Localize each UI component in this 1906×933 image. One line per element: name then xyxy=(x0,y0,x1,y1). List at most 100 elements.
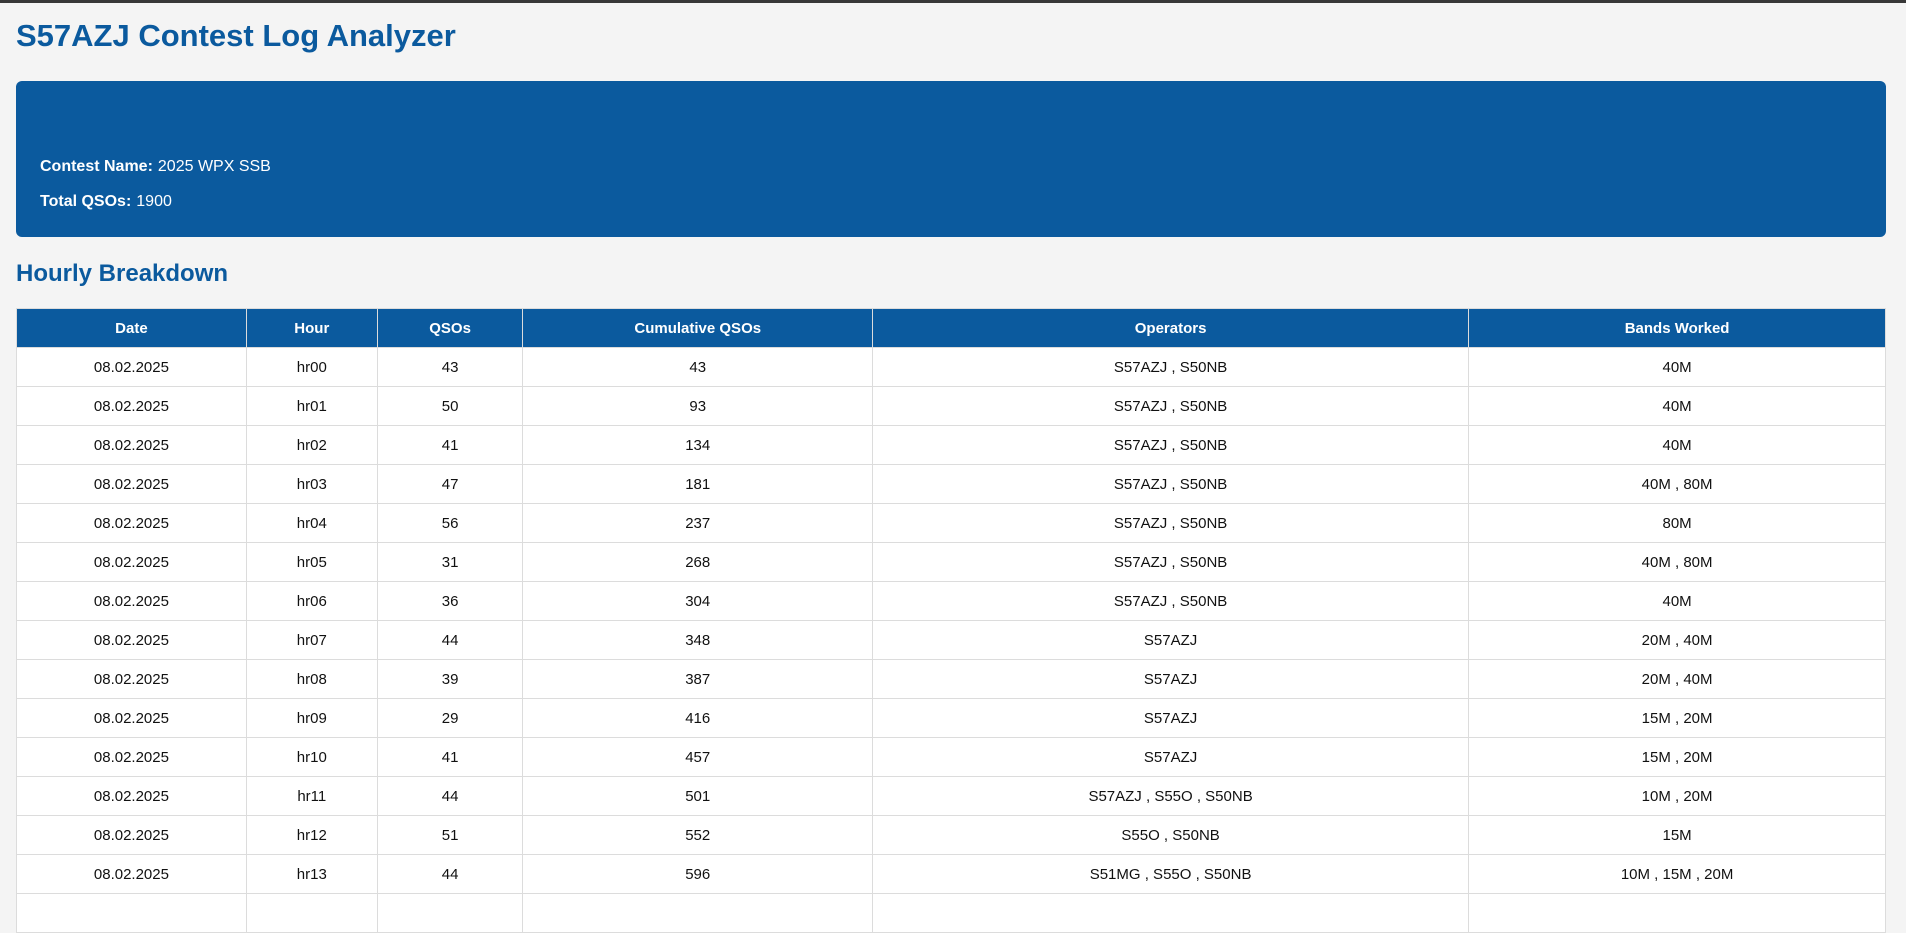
cell-bands-worked: 40M , 80M xyxy=(1468,464,1886,504)
cell-bands-worked: 40M xyxy=(1468,425,1886,465)
cell-cumulative-qsos: 416 xyxy=(522,698,873,738)
cell-operators: S57AZJ , S50NB xyxy=(871,425,1470,465)
cell-date: 08.02.2025 xyxy=(16,503,247,543)
cell-bands-worked: 40M xyxy=(1468,386,1886,426)
cell-hour: hr11 xyxy=(245,776,378,816)
cell-cumulative-qsos: 237 xyxy=(522,503,873,543)
cell-qsos: 51 xyxy=(376,815,524,855)
table-row: 08.02.2025 hr11 44 501 S57AZJ , S55O , S50NB… xyxy=(16,776,1886,816)
contest-name-value: 2025 WPX SSB xyxy=(157,158,271,175)
table-row: 08.02.2025 hr12 51 552 S55O , S50NB 15M xyxy=(16,815,1886,855)
cell-qsos: 36 xyxy=(376,581,524,621)
cell-bands-worked: 40M xyxy=(1468,581,1886,621)
cell-hour: hr03 xyxy=(245,464,378,504)
cell-operators: S57AZJ xyxy=(871,659,1470,699)
cell-operators: S57AZJ , S50NB xyxy=(871,347,1470,387)
cell-cumulative-qsos: 387 xyxy=(522,659,873,699)
cell-qsos: 41 xyxy=(376,737,524,777)
cell-bands-worked: 15M , 20M xyxy=(1468,737,1886,777)
cell-bands-worked: 20M , 40M xyxy=(1468,620,1886,660)
cell-operators: S55O , S50NB xyxy=(871,815,1470,855)
table-header-row: Date Hour QSOs Cumulative QSOs Operators Band… xyxy=(16,308,1886,348)
cell-operators: S57AZJ xyxy=(871,620,1470,660)
cell-cumulative-qsos: 268 xyxy=(522,542,873,582)
cell-date: 08.02.2025 xyxy=(16,347,247,387)
cell-hour: hr08 xyxy=(245,659,378,699)
cell-hour: hr04 xyxy=(245,503,378,543)
cell-hour: hr02 xyxy=(245,425,378,465)
cell-bands-worked: 20M , 40M xyxy=(1468,659,1886,699)
cell-operators: S57AZJ , S50NB xyxy=(871,464,1470,504)
cell-date: 08.02.2025 xyxy=(16,854,247,894)
cell-date: 08.02.2025 xyxy=(16,425,247,465)
cell-date: 08.02.2025 xyxy=(16,464,247,504)
total-qsos-value: 1900 xyxy=(136,193,172,210)
table-row: 08.02.2025 hr13 44 596 S51MG , S55O , S50NB 1… xyxy=(16,854,1886,894)
cell-cumulative-qsos: 304 xyxy=(522,581,873,621)
cell-hour: hr00 xyxy=(245,347,378,387)
cell-hour: hr05 xyxy=(245,542,378,582)
page-title: S57AZJ Contest Log Analyzer xyxy=(16,18,456,53)
cell-date: 08.02.2025 xyxy=(16,659,247,699)
table-row: 08.02.2025 hr09 29 416 S57AZJ 15M , 20M xyxy=(16,698,1886,738)
cell-hour: hr12 xyxy=(245,815,378,855)
cell-hour: hr07 xyxy=(245,620,378,660)
cell-bands-worked: 40M xyxy=(1468,347,1886,387)
column-header-qsos: QSOs xyxy=(376,308,524,348)
cell-hour-empty xyxy=(245,893,378,933)
cell-cumulative-qsos: 43 xyxy=(522,347,873,387)
section-title-hourly-breakdown: Hourly Breakdown xyxy=(16,260,229,287)
cell-bands-worked: 15M , 20M xyxy=(1468,698,1886,738)
cell-hour: hr01 xyxy=(245,386,378,426)
top-border xyxy=(0,0,1906,3)
table-row: 08.02.2025 hr08 39 387 S57AZJ 20M , 40M xyxy=(16,659,1886,699)
cell-qsos: 41 xyxy=(376,425,524,465)
cell-date: 08.02.2025 xyxy=(16,737,247,777)
cell-cumulative-qsos: 596 xyxy=(522,854,873,894)
cell-cumulative-qsos: 501 xyxy=(522,776,873,816)
cell-cumulative-qsos: 93 xyxy=(522,386,873,426)
cell-qsos: 44 xyxy=(376,854,524,894)
cell-hour: hr09 xyxy=(245,698,378,738)
cell-qsos-empty xyxy=(376,893,524,933)
table-row: 08.02.2025 hr01 50 93 S57AZJ , S50NB 40M xyxy=(16,386,1886,426)
cell-qsos: 29 xyxy=(376,698,524,738)
table-row: 08.02.2025 hr00 43 43 S57AZJ , S50NB 40M xyxy=(16,347,1886,387)
cell-qsos: 56 xyxy=(376,503,524,543)
cell-operators: S57AZJ xyxy=(871,698,1470,738)
table-row: 08.02.2025 hr10 41 457 S57AZJ 15M , 20M xyxy=(16,737,1886,777)
cell-qsos: 47 xyxy=(376,464,524,504)
column-header-bands-worked: Bands Worked xyxy=(1468,308,1886,348)
cell-date: 08.02.2025 xyxy=(16,776,247,816)
cell-qsos: 50 xyxy=(376,386,524,426)
cell-operators: S57AZJ , S50NB xyxy=(871,581,1470,621)
cell-bands-worked-empty xyxy=(1468,893,1886,933)
contest-summary-panel: Contest Name: 2025 WPX SSB Total QSOs: 190… xyxy=(16,81,1886,237)
cell-operators-empty xyxy=(871,893,1470,933)
column-header-operators: Operators xyxy=(871,308,1470,348)
cell-date: 08.02.2025 xyxy=(16,386,247,426)
cell-bands-worked: 15M xyxy=(1468,815,1886,855)
cell-cumulative-qsos: 457 xyxy=(522,737,873,777)
cell-date: 08.02.2025 xyxy=(16,620,247,660)
cell-cumulative-qsos: 134 xyxy=(522,425,873,465)
cell-hour: hr06 xyxy=(245,581,378,621)
table-row: 08.02.2025 hr03 47 181 S57AZJ , S50NB 40M , 8… xyxy=(16,464,1886,504)
cell-cumulative-qsos: 348 xyxy=(522,620,873,660)
contest-name-label: Contest Name: xyxy=(40,158,153,175)
cell-qsos: 43 xyxy=(376,347,524,387)
cell-operators: S57AZJ , S55O , S50NB xyxy=(871,776,1470,816)
table-row: 08.02.2025 hr06 36 304 S57AZJ , S50NB 40M xyxy=(16,581,1886,621)
table-row: 08.02.2025 hr04 56 237 S57AZJ , S50NB 80M xyxy=(16,503,1886,543)
contest-name-line: Contest Name: 2025 WPX SSB xyxy=(40,157,1862,176)
table-row: 08.02.2025 hr02 41 134 S57AZJ , S50NB 40M xyxy=(16,425,1886,465)
cell-qsos: 39 xyxy=(376,659,524,699)
table-row-partial xyxy=(16,893,1886,933)
cell-operators: S57AZJ , S50NB xyxy=(871,386,1470,426)
cell-date: 08.02.2025 xyxy=(16,698,247,738)
cell-bands-worked: 80M xyxy=(1468,503,1886,543)
cell-operators: S51MG , S55O , S50NB xyxy=(871,854,1470,894)
cell-date: 08.02.2025 xyxy=(16,581,247,621)
cell-cumulative-qsos-empty xyxy=(522,893,873,933)
total-qsos-label: Total QSOs: xyxy=(40,193,132,210)
